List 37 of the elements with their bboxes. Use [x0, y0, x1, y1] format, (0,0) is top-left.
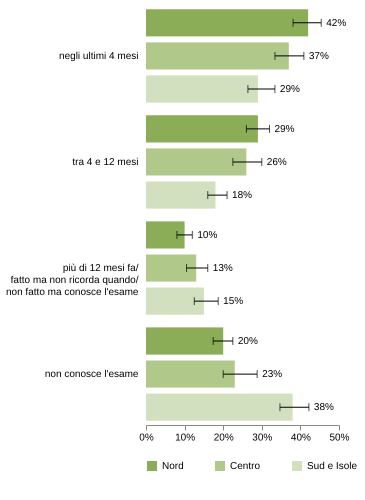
x-tick-label: 10% — [175, 432, 196, 444]
bar — [146, 42, 289, 70]
data-label: 29% — [280, 84, 300, 96]
data-label: 37% — [308, 50, 329, 62]
bar — [146, 9, 308, 36]
data-label: 10% — [197, 230, 218, 241]
legend-label: Centro — [230, 461, 260, 472]
data-label: 18% — [232, 190, 252, 202]
legend-label: Nord — [162, 461, 184, 472]
data-label: 38% — [314, 402, 334, 414]
bar — [146, 327, 224, 355]
data-label: 26% — [266, 156, 287, 168]
x-tick-label: 50% — [329, 432, 350, 444]
bar — [146, 221, 185, 249]
bar — [146, 181, 216, 209]
bar — [146, 360, 235, 388]
bar — [146, 288, 204, 315]
x-tick-label: 30% — [252, 432, 272, 444]
data-label: 23% — [262, 369, 282, 380]
y-tick-label: negli ultimi 4 mesi — [59, 50, 138, 62]
bar — [146, 115, 258, 142]
data-label: 42% — [326, 18, 346, 29]
bar — [146, 148, 246, 176]
y-tick-label: tra 4 e 12 mesi — [72, 156, 138, 168]
data-label: 20% — [238, 336, 258, 347]
x-tick-label: 20% — [214, 432, 234, 444]
legend-label: Sud e Isole — [307, 461, 358, 472]
bar — [146, 394, 293, 421]
bar — [146, 254, 196, 282]
data-label: 13% — [212, 263, 233, 274]
y-tick-label: più di 12 mesi fa/ fatto ma non ricorda quando/ non fatto ma conosce l'esame — [6, 263, 139, 298]
x-tick-label: 0% — [139, 432, 154, 444]
data-label: 29% — [274, 124, 295, 135]
y-tick-label: non conosce l'esame — [44, 369, 139, 380]
x-tick-label: 40% — [290, 432, 312, 444]
bar — [146, 75, 258, 103]
data-label: 15% — [223, 296, 244, 308]
